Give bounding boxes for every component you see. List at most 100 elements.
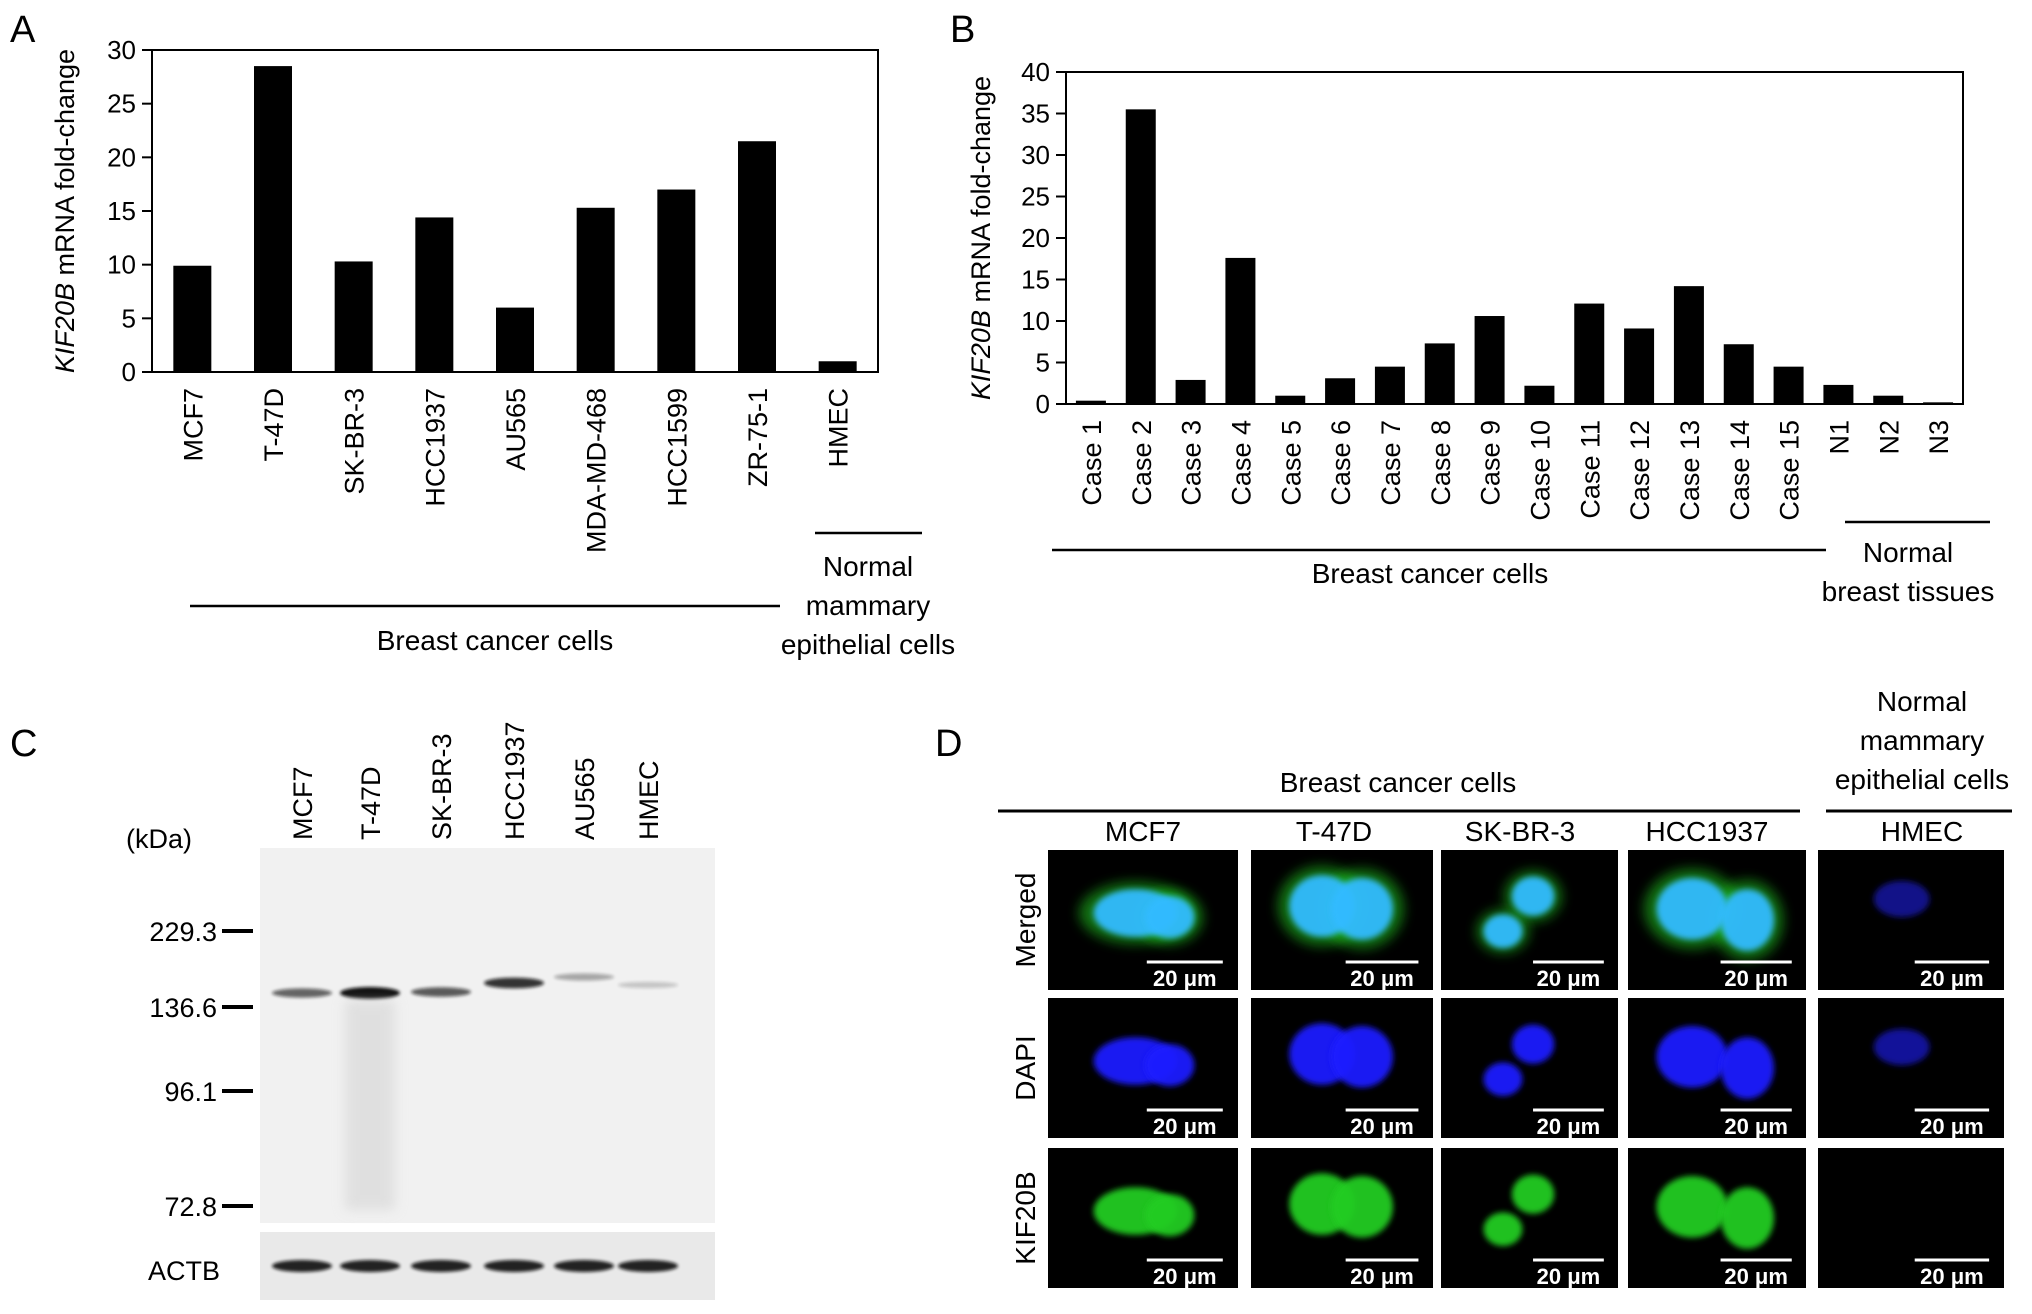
chart-a-bar	[254, 66, 292, 372]
if-column-label: T-47D	[1296, 816, 1372, 847]
if-scale-bar-label: 20 μm	[1153, 1264, 1217, 1289]
if-scale-bar-label: 20 μm	[1920, 1114, 1984, 1139]
if-image-tile	[1441, 1148, 1618, 1288]
blot-loading-control-label: ACTB	[148, 1256, 220, 1286]
if-scale-bar-label: 20 μm	[1920, 1264, 1984, 1289]
panel-label-d: D	[935, 723, 962, 765]
chart-a-bar	[496, 307, 534, 372]
if-nucleus	[1331, 1026, 1393, 1088]
chart-a-bar	[738, 141, 776, 372]
if-scale-bar-label: 20 μm	[1537, 966, 1601, 991]
chart-b-ytick-label: 35	[1021, 99, 1050, 129]
panel-label-c: C	[10, 723, 37, 765]
chart-a-ytick-label: 30	[107, 35, 136, 65]
blot-marker-label: 96.1	[164, 1077, 217, 1107]
chart-a-ytick-label: 5	[122, 303, 136, 333]
if-group-normal-line-1: Normal	[1877, 686, 1967, 717]
chart-b-category-label: Case 4	[1226, 420, 1256, 506]
chart-a-category-label: HCC1937	[420, 388, 450, 507]
chart-a-category-label: ZR-75-1	[743, 388, 773, 487]
chart-b-ytick-label: 25	[1021, 182, 1050, 212]
chart-b-y-axis-label: KIF20B mRNA fold-change	[966, 76, 996, 400]
chart-a-ytick-label: 10	[107, 250, 136, 280]
chart-b-bar	[1225, 257, 1256, 404]
if-nucleus	[1483, 914, 1523, 948]
if-scale-bar-label: 20 μm	[1537, 1114, 1601, 1139]
chart-b-category-label: Case 13	[1675, 420, 1705, 521]
if-row-label: KIF20B	[1010, 1171, 1041, 1264]
chart-b-ytick-label: 5	[1036, 348, 1050, 378]
chart-b-group-label-normal-line: breast tissues	[1822, 576, 1995, 607]
if-column-label: HMEC	[1881, 816, 1963, 847]
if-column-label: HCC1937	[1646, 816, 1769, 847]
blot-band-actb	[618, 1260, 678, 1272]
blot-band-actb	[340, 1260, 400, 1272]
chart-b-category-label: Case 6	[1326, 420, 1356, 506]
chart-a-bar	[576, 207, 615, 372]
chart-b-category-label: N3	[1924, 420, 1954, 455]
chart-a-category-label: HMEC	[824, 388, 854, 468]
if-scale-bar-label: 20 μm	[1153, 966, 1217, 991]
if-nucleus	[1656, 878, 1728, 940]
blot-lane-labels: MCF7 T-47D SK-BR-3 HCC1937 AU565 HMEC	[288, 721, 664, 840]
if-scale-bar-label: 20 μm	[1724, 966, 1788, 991]
chart-b-ytick-label: 0	[1036, 389, 1050, 419]
chart-b-bar	[1374, 366, 1405, 404]
chart-a-category-label: SK-BR-3	[340, 388, 370, 495]
blot-marker-label: 136.6	[149, 993, 217, 1023]
chart-a-bar	[173, 265, 212, 372]
blot-band-kif20b	[272, 988, 332, 998]
chart-b-category-label: Case 9	[1476, 420, 1506, 506]
blot-band-kif20b	[411, 987, 471, 997]
blot-lane-label: HMEC	[634, 761, 664, 841]
chart-a-category-label: MCF7	[178, 388, 208, 462]
chart-b-bar	[1175, 379, 1206, 404]
chart-b-bar	[1823, 384, 1854, 404]
chart-b-category-label: Case 3	[1177, 420, 1207, 506]
chart-a-group-label-normal-line: mammary	[806, 590, 930, 621]
chart-a: 0 5 10 15 20 25 30 MCF7 T-47D SK-BR-3 HCC1937 AU565…	[50, 35, 955, 660]
if-nucleus	[1144, 896, 1195, 939]
chart-b-group-label-cancer: Breast cancer cells	[1312, 558, 1549, 589]
if-image-tile	[1818, 1148, 2004, 1288]
chart-b-category-label: Case 12	[1625, 420, 1655, 521]
if-image-grid: MCF7 T-47D SK-BR-3 HCC1937 HMEC Merged DAPI KIF…	[1010, 816, 2004, 1289]
panel-label-b: B	[950, 9, 975, 51]
western-blot: (kDa) MCF7 T-47D SK-BR-3 HCC1937 AU565 HMEC 2…	[126, 721, 715, 1300]
if-nucleus	[1483, 1212, 1523, 1246]
blot-lane-label: MCF7	[288, 767, 318, 841]
if-nucleus	[1144, 1194, 1195, 1237]
chart-a-ytick-label: 15	[107, 196, 136, 226]
chart-b-y-axis-label-rest: mRNA fold-change	[966, 76, 996, 310]
chart-b-bar	[1275, 395, 1306, 404]
chart-a-group-label-normal-line: epithelial cells	[781, 629, 955, 660]
blot-lane-label: AU565	[570, 757, 600, 840]
chart-b-y-axis-label-gene: KIF20B	[966, 310, 996, 400]
blot-band-actb	[272, 1260, 332, 1272]
blot-bands	[272, 973, 678, 1272]
chart-b-bar	[1474, 316, 1505, 404]
chart-b-category-label: Case 7	[1376, 420, 1406, 506]
blot-main-membrane	[260, 848, 715, 1223]
chart-b-group-label-normal-line: Normal	[1863, 537, 1953, 568]
blot-band-actb	[411, 1260, 471, 1272]
blot-lane-label: HCC1937	[500, 721, 530, 840]
chart-b-bar	[1923, 402, 1954, 404]
chart-a-bar	[818, 361, 857, 372]
if-scale-bar-label: 20 μm	[1350, 1114, 1414, 1139]
if-scale-bar-label: 20 μm	[1153, 1114, 1217, 1139]
chart-a-bar	[415, 217, 454, 372]
chart-b-bar	[1624, 328, 1655, 404]
chart-b-category-label: N1	[1824, 420, 1854, 455]
blot-lane-label: T-47D	[356, 766, 386, 840]
chart-a-group-label-cancer: Breast cancer cells	[377, 625, 614, 656]
if-nucleus	[1720, 1037, 1774, 1099]
if-scale-bar-label: 20 μm	[1920, 966, 1984, 991]
if-image-tile	[1441, 998, 1618, 1138]
chart-b-category-label: Case 15	[1775, 420, 1805, 521]
chart-a-ytick-label: 25	[107, 89, 136, 119]
blot-lane-label: SK-BR-3	[427, 733, 457, 840]
chart-b-category-label: Case 2	[1127, 420, 1157, 506]
if-nucleus	[1511, 1174, 1555, 1214]
